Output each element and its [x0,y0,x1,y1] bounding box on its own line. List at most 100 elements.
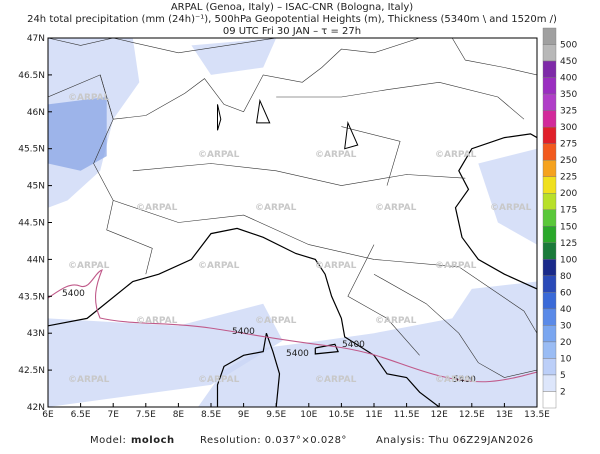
colorbar-label: 125 [560,239,577,249]
colorbar-box [542,44,557,62]
colorbar-label: 150 [560,222,577,232]
colorbar-label: 10 [560,354,572,364]
border [48,38,277,54]
colorbar-label: 40 [560,305,572,315]
lon-label: 11.5E [394,410,420,420]
coastline [265,333,281,407]
colorbar-box [542,259,557,277]
watermark: ©ARPAL [435,375,477,385]
watermark: ©ARPAL [375,203,417,213]
precip-area [191,38,277,75]
lon-label: 9E [238,410,250,420]
title-line: 24h total precipitation (mm (24h)⁻¹), 50… [27,14,557,25]
watermark: ©ARPAL [68,93,110,103]
precip-area [48,303,283,407]
coastline [216,333,267,407]
lon-label: 8E [173,410,185,420]
watermark: ©ARPAL [315,261,357,271]
lat-label: 47N [27,34,45,44]
colorbar-box [542,93,557,111]
contour-label: 5400 [232,327,255,337]
footer-model-label: Model: [90,435,126,446]
lon-label: 6.5E [71,410,91,420]
border [347,244,420,356]
watermark: ©ARPAL [435,150,477,160]
lon-label: 6E [42,410,54,420]
border [276,81,525,120]
colorbar: 500 450 400 350 325 300 275 250 225 200 175 150 125 1… [542,27,577,409]
watermark: ©ARPAL [255,203,297,213]
colorbar-box [542,292,557,310]
border [48,38,537,120]
contour-label: 5400 [342,340,365,350]
border [341,126,401,186]
border [113,200,537,334]
colorbar-label: 250 [560,156,577,166]
colorbar-box [542,60,557,78]
colorbar-box [542,275,557,293]
colorbar-box [542,374,557,392]
coastline [454,133,537,290]
watermark: ©ARPAL [198,375,240,385]
lon-label: 11E [365,410,382,420]
lon-label: 13.5E [524,410,550,420]
watermark: ©ARPAL [68,375,110,385]
colorbar-label: 500 [560,41,577,51]
colorbar-box [542,391,557,409]
colorbar-box [542,126,557,144]
lat-label: 45.5N [18,145,45,155]
lake [217,104,222,131]
colorbar-label: 400 [560,74,577,84]
lon-label: 7E [107,410,119,420]
lon-label: 13E [496,410,513,420]
watermark: ©ARPAL [435,261,477,271]
lon-label: 12.5E [459,410,485,420]
footer-analysis: Analysis: Thu 06Z29JAN2026 [376,435,534,446]
colorbar-label: 175 [560,206,577,216]
colorbar-label: 350 [560,90,577,100]
colorbar-box [542,242,557,260]
footer-model: moloch [131,435,175,446]
colorbar-box [542,341,557,359]
colorbar-box [542,77,557,95]
contour-label: 5400 [62,289,85,299]
watermark: ©ARPAL [315,375,357,385]
colorbar-box [542,308,557,326]
contour-5400 [48,269,537,383]
colorbar-label: 325 [560,107,577,117]
lat-label: 43.5N [18,292,45,302]
lat-label: 42N [27,403,45,413]
colorbar-box [542,226,557,243]
lake [344,121,359,150]
colorbar-label: 200 [560,189,577,199]
colorbar-label: 5 [560,371,566,381]
colorbar-label: 225 [560,173,577,183]
lat-label: 46.5N [18,71,45,81]
colorbar-label: 300 [560,123,577,133]
colorbar-box [542,209,557,227]
watermark: ©ARPAL [136,316,178,326]
lon-label: 10.5E [329,410,355,420]
lat-label: 42.5N [18,366,45,376]
lon-label: 9.5E [266,410,286,420]
colorbar-box [542,110,557,128]
watermark: ©ARPAL [198,261,240,271]
colorbar-label: 275 [560,140,577,150]
lake [256,98,271,124]
lon-label: 10E [300,410,317,420]
colorbar-label: 20 [560,338,572,348]
lon-label: 8.5E [201,410,221,420]
lat-label: 44N [27,255,45,265]
precip-area [48,97,107,171]
colorbar-label: 2 [560,387,566,397]
colorbar-box [542,176,557,194]
watermark: ©ARPAL [375,316,417,326]
watermark: ©ARPAL [490,203,532,213]
colorbar-label: 100 [560,255,577,265]
lat-label: 43N [27,329,45,339]
title-line: 09 UTC Fri 30 JAN – τ = 27h [223,26,361,37]
title-line: ARPAL (Genoa, Italy) – ISAC-CNR (Bologna… [171,2,413,13]
